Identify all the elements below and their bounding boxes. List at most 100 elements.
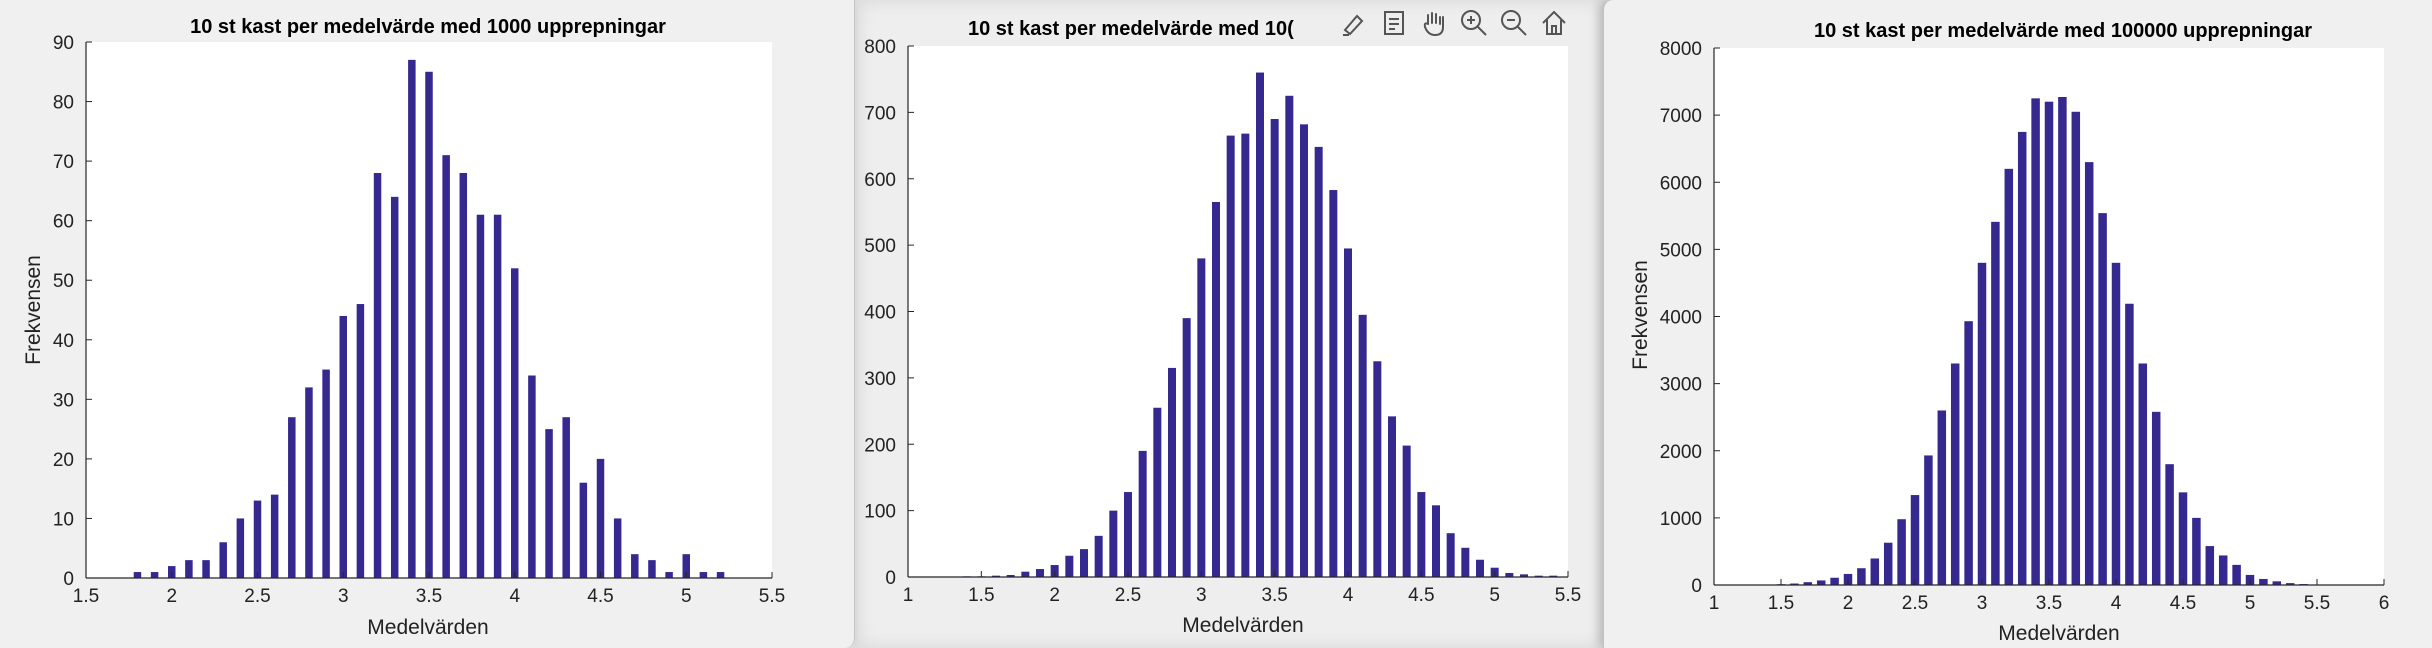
chart-1-bar — [613, 518, 622, 578]
chart-2-x-tick-label: 2 — [1049, 585, 1060, 606]
chart-2-bar — [1358, 314, 1367, 577]
chart-2-y-tick-label: 500 — [864, 236, 896, 257]
chart-1-bar — [665, 572, 673, 578]
chart-3-bar — [2272, 581, 2282, 585]
chart-2-bar — [1432, 505, 1440, 577]
chart-3-y-tick-label: 2000 — [1660, 442, 1702, 463]
chart-3-y-tick-label: 5000 — [1660, 240, 1702, 261]
chart-3-x-tick-label: 3 — [1977, 593, 1988, 614]
chart-3-bar — [1830, 577, 1839, 585]
chart-2-bar — [1094, 535, 1103, 577]
chart-3-title: 10 st kast per medelvärde med 100000 upp… — [1814, 20, 2312, 42]
chart-3: 10 st kast per medelvärde med 100000 upp… — [1629, 20, 2390, 645]
chart-2-bar — [1476, 559, 1484, 577]
chart-2-bar — [1520, 574, 1528, 577]
chart-1-bar — [202, 560, 210, 578]
chart-2-bar — [1138, 450, 1147, 577]
chart-2-x-tick-label: 5 — [1489, 585, 1500, 606]
chart-1-title: 10 st kast per medelvärde med 1000 uppre… — [190, 16, 666, 38]
chart-3-bar — [1803, 582, 1813, 585]
chart-3-bar — [2285, 583, 2295, 585]
home-icon[interactable] — [1536, 4, 1572, 42]
chart-2-bar — [1197, 258, 1206, 577]
chart-3-bar — [2084, 162, 2094, 586]
chart-2-x-tick-label: 4 — [1343, 585, 1354, 606]
chart-1-y-tick-label: 30 — [53, 390, 74, 411]
chart-3-bar — [1937, 410, 1947, 585]
chart-1-bar — [511, 268, 519, 578]
chart-2-bar — [1153, 407, 1162, 577]
chart-3-bar — [2098, 213, 2107, 585]
chart-1-bar — [716, 572, 725, 578]
chart-2-bar — [1388, 416, 1396, 577]
chart-3-x-tick-label: 5 — [2245, 593, 2256, 614]
chart-2-bar — [1314, 146, 1323, 577]
chart-1-y-tick-label: 90 — [53, 33, 74, 54]
chart-1-bar — [270, 494, 279, 578]
chart-1-x-tick-label: 4.5 — [587, 586, 613, 607]
chart-1-y-tick-label: 70 — [53, 152, 74, 173]
chart-2-bar — [1182, 318, 1191, 577]
chart-1-bar — [425, 71, 433, 579]
chart-2-y-tick-label: 400 — [864, 303, 896, 324]
chart-2-bar — [1329, 190, 1338, 577]
chart-2-y-tick-label: 0 — [885, 568, 896, 589]
chart-3-y-tick-label: 0 — [1691, 576, 1702, 597]
chart-3-bar — [2165, 464, 2174, 585]
chart-3-bar — [2017, 131, 2027, 585]
chart-2-bar — [1036, 569, 1044, 577]
chart-1-bar — [305, 387, 313, 578]
chart-1-bar — [682, 554, 690, 578]
chart-2-bar — [1065, 555, 1074, 577]
chart-3-bar — [1991, 221, 2000, 585]
chart-2-bar — [992, 575, 1000, 577]
chart-3-bar — [1950, 363, 1960, 585]
chart-2-xlabel: Medelvärden — [1182, 614, 1303, 637]
chart-2-bar — [1505, 573, 1514, 577]
chart-2-bar — [1270, 119, 1279, 577]
chart-2-x-tick-label: 1 — [903, 585, 914, 606]
chart-3-bar — [1870, 558, 1880, 585]
chart-2-x-tick-label: 5.5 — [1555, 585, 1581, 606]
chart-1-bar — [699, 572, 708, 578]
chart-2-bar — [1402, 445, 1411, 577]
chart-1-bar — [185, 560, 193, 578]
chart-1-ylabel: Frekvensen — [22, 255, 45, 365]
zoom-out-icon[interactable] — [1496, 4, 1532, 42]
chart-1-bar — [236, 518, 245, 578]
chart-1-bar — [150, 572, 159, 578]
chart-1-bar — [373, 173, 382, 578]
datatip-icon[interactable] — [1376, 4, 1412, 42]
chart-3-y-tick-label: 7000 — [1660, 106, 1702, 127]
chart-3-bar — [2111, 262, 2121, 585]
chart-1-y-tick-label: 0 — [63, 569, 74, 590]
chart-1: 10 st kast per medelvärde med 1000 uppre… — [22, 16, 785, 639]
brush-icon[interactable] — [1336, 4, 1372, 42]
chart-3-bar — [2058, 97, 2067, 585]
chart-3-bar — [2232, 564, 2241, 585]
chart-2-bar — [1300, 124, 1308, 577]
zoom-in-icon[interactable] — [1456, 4, 1492, 42]
pan-hand-icon[interactable] — [1416, 4, 1452, 42]
chart-2-y-tick-label: 100 — [864, 502, 896, 523]
chart-3-x-tick-label: 2.5 — [1902, 593, 1928, 614]
chart-1-bar — [390, 196, 399, 578]
chart-1-bar — [339, 315, 347, 578]
chart-1-bar — [133, 572, 142, 578]
chart-3-ylabel: Frekvensen — [1629, 260, 1652, 370]
chart-1-y-tick-label: 80 — [53, 93, 74, 114]
chart-1-bar — [596, 458, 605, 578]
chart-1-x-tick-label: 4 — [509, 586, 520, 607]
chart-3-bar — [2178, 492, 2188, 585]
chart-3-bar — [1897, 519, 1906, 585]
chart-2-y-tick-label: 600 — [864, 170, 896, 191]
chart-2-y-tick-label: 800 — [864, 37, 896, 58]
chart-2-y-tick-label: 700 — [864, 103, 896, 124]
chart-1-x-tick-label: 5 — [681, 586, 692, 607]
chart-1-bar — [579, 482, 588, 578]
figure-window-1: 10 st kast per medelvärde med 1000 uppre… — [0, 0, 855, 648]
chart-3-x-tick-label: 6 — [2379, 593, 2390, 614]
chart-3-bar — [2071, 111, 2081, 586]
chart-2-x-tick-label: 4.5 — [1408, 585, 1434, 606]
chart-2-bar — [1344, 248, 1352, 577]
